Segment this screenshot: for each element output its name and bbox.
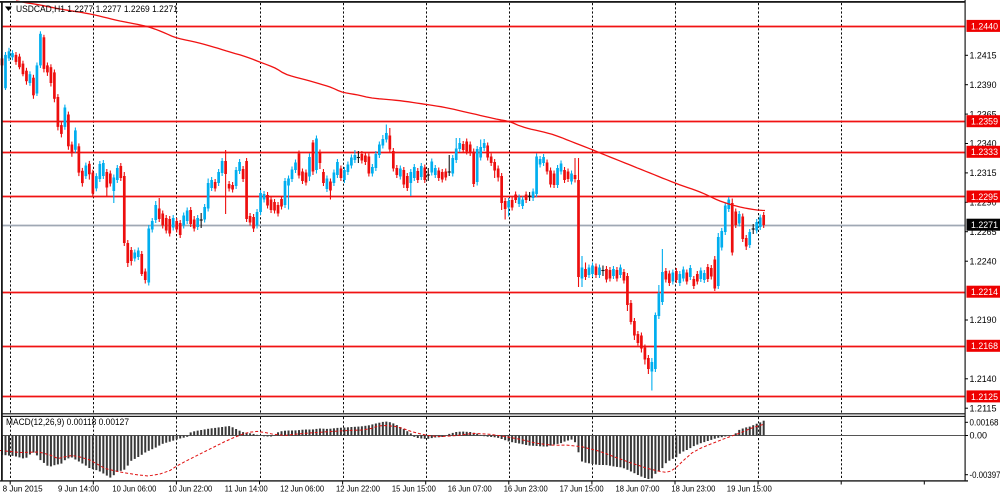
svg-text:18 Jun 07:00: 18 Jun 07:00: [616, 484, 660, 494]
svg-text:-0.00397: -0.00397: [970, 470, 1000, 480]
svg-text:1.2365: 1.2365: [970, 109, 997, 119]
svg-text:0.00: 0.00: [970, 431, 988, 441]
svg-text:1.2265: 1.2265: [970, 227, 997, 237]
svg-text:8 Jun 2015: 8 Jun 2015: [3, 484, 43, 494]
svg-text:1.2190: 1.2190: [970, 315, 997, 325]
svg-text:16 Jun 23:00: 16 Jun 23:00: [504, 484, 548, 494]
svg-text:18 Jun 23:00: 18 Jun 23:00: [671, 484, 715, 494]
svg-text:1.2295: 1.2295: [971, 192, 998, 202]
svg-text:16 Jun 07:00: 16 Jun 07:00: [448, 484, 492, 494]
svg-text:1.2390: 1.2390: [970, 80, 997, 90]
svg-text:1.2333: 1.2333: [971, 147, 998, 157]
svg-text:MACD(12,26,9) 0.00118 0.00127: MACD(12,26,9) 0.00118 0.00127: [6, 417, 129, 427]
svg-text:10 Jun 22:00: 10 Jun 22:00: [168, 484, 212, 494]
svg-text:15 Jun 15:00: 15 Jun 15:00: [392, 484, 436, 494]
svg-text:1.2315: 1.2315: [970, 168, 997, 178]
svg-text:1.2340: 1.2340: [970, 139, 997, 149]
svg-text:1.2359: 1.2359: [971, 117, 998, 127]
svg-text:USDCAD,H1 1.2277 1.2277 1.2269: USDCAD,H1 1.2277 1.2277 1.2269 1.2271: [16, 4, 178, 14]
svg-text:12 Jun 22:00: 12 Jun 22:00: [336, 484, 380, 494]
svg-text:19 Jun 15:00: 19 Jun 15:00: [727, 484, 772, 494]
svg-text:9 Jun 14:00: 9 Jun 14:00: [58, 484, 99, 494]
svg-text:10 Jun 06:00: 10 Jun 06:00: [112, 484, 156, 494]
svg-text:12 Jun 06:00: 12 Jun 06:00: [280, 484, 324, 494]
svg-text:1.2115: 1.2115: [970, 403, 997, 413]
svg-text:17 Jun 15:00: 17 Jun 15:00: [560, 484, 604, 494]
svg-text:1.2140: 1.2140: [970, 374, 997, 384]
svg-text:1.2214: 1.2214: [971, 287, 998, 297]
svg-text:1.2271: 1.2271: [971, 220, 998, 230]
svg-text:0.00168: 0.00168: [970, 418, 999, 428]
svg-text:1.2415: 1.2415: [970, 51, 997, 61]
svg-text:1.2168: 1.2168: [971, 341, 998, 351]
svg-text:11 Jun 14:00: 11 Jun 14:00: [225, 484, 268, 494]
svg-text:1.2440: 1.2440: [971, 21, 998, 31]
svg-text:1.2125: 1.2125: [971, 392, 998, 402]
svg-text:1.2240: 1.2240: [970, 256, 997, 266]
